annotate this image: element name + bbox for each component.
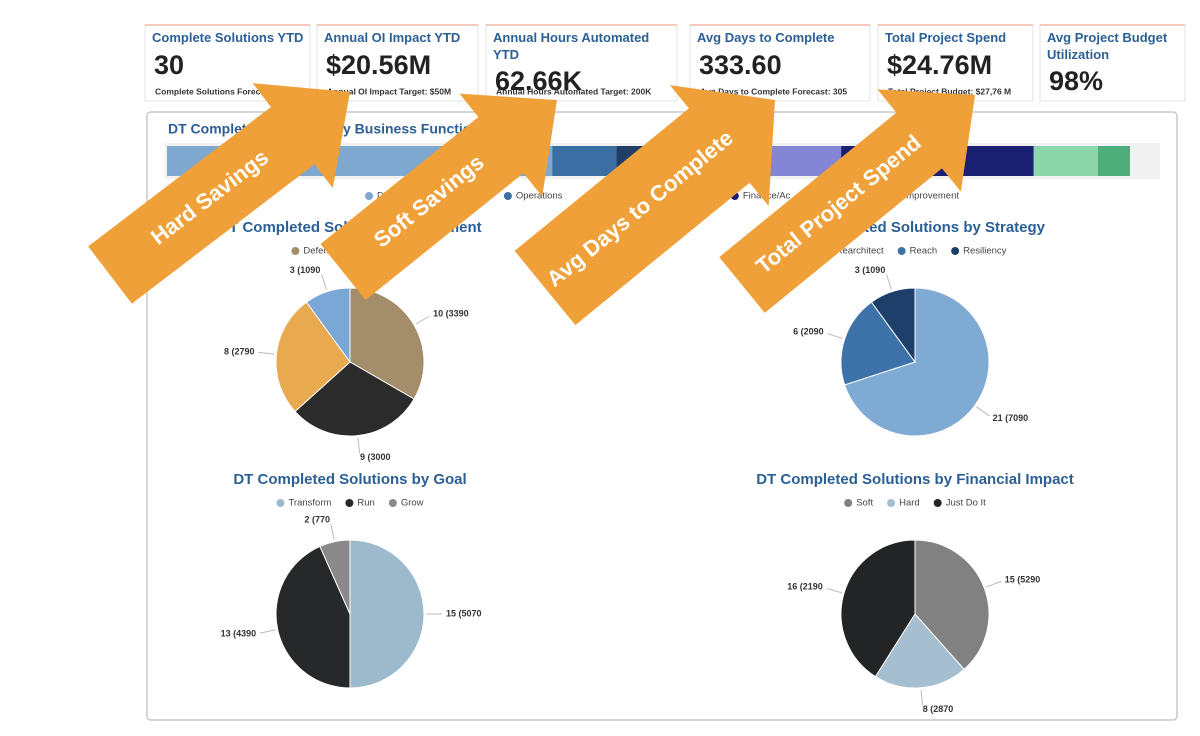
kpi-title: Avg Days to Complete [697, 30, 835, 45]
legend-swatch [951, 247, 960, 255]
value-label: 2 (770 [305, 514, 331, 524]
kpi-title: Annual OI Impact YTD [324, 30, 460, 45]
kpi-value: 98% [1049, 66, 1103, 96]
legend-swatch [365, 192, 374, 200]
kpi-value: 62.66K [495, 66, 583, 96]
legend-swatch [276, 499, 285, 507]
value-label: 15 (5070 [446, 608, 482, 618]
arrow-shape [320, 93, 558, 301]
kpi-card [1039, 24, 1186, 102]
legend-label: Hard [899, 498, 920, 509]
legend-label: Quality & Improvement [862, 191, 959, 202]
pie-slice [914, 539, 990, 671]
legend-label: Defense [303, 246, 338, 257]
value-label: 8 (2790 [224, 346, 255, 356]
legend-swatch [933, 499, 942, 507]
kpi-title: Annual Hours Automated YTD [493, 30, 649, 62]
arrow-shape [514, 85, 776, 326]
kpi-title: Total Project Spend [885, 30, 1006, 45]
value-label: 3 (1090 [290, 265, 321, 275]
kpi-value: 333.60 [699, 50, 782, 80]
kpi-card [316, 24, 479, 102]
bar-segment [1033, 146, 1098, 176]
value-label: 3 (1090 [855, 265, 886, 275]
pie-slice [275, 301, 351, 413]
value-label: 16 (2190 [787, 582, 823, 592]
bar-segment [1097, 146, 1130, 176]
leader-line [985, 580, 1002, 588]
legend: Rearchitect Reach Resiliency [823, 246, 1007, 257]
legend-label: Soft [856, 498, 873, 509]
kpi-note: Complete Solutions Forecast: 80 [155, 86, 288, 96]
legend-label: Rearchitect [836, 246, 884, 257]
kpi-title: Avg Project Budget Utilization [1047, 30, 1168, 62]
leader-line [357, 437, 361, 454]
kpi-value: 30 [154, 50, 184, 80]
arrow-shape [719, 89, 976, 313]
legend-swatch [388, 499, 397, 507]
kpi-card [877, 24, 1034, 102]
arrow-shape [88, 83, 351, 304]
legend-swatch [503, 192, 512, 200]
legend-label: Grow [401, 498, 424, 509]
leader-line [826, 587, 843, 594]
value-label: 15 (5290 [1005, 574, 1041, 584]
value-label: 8 (2870 [923, 704, 954, 714]
legend-label: Transform [288, 498, 331, 509]
pie-slice [840, 539, 916, 678]
kpi-value: $24.76M [887, 50, 992, 80]
kpi-note: Annual Hours Automated Target: 200K [496, 86, 652, 96]
value-label: 9 (3000 [360, 452, 391, 462]
legend-label: Reach [910, 246, 937, 257]
pie-slice [349, 539, 425, 689]
legend-swatch [291, 247, 300, 255]
chart-title: DT Completed Solutions by Financial Impa… [756, 471, 1074, 488]
legend-label: Run [357, 498, 374, 509]
value-label: 21 (7090 [993, 413, 1029, 423]
legend-swatch [844, 499, 853, 507]
leader-line [886, 274, 892, 290]
leader-line [321, 274, 327, 290]
legend-swatch [345, 499, 354, 507]
legend-label: Resiliency [963, 246, 1007, 257]
legend-label: Operations [516, 191, 563, 202]
kpi-card [689, 24, 871, 102]
kpi-value: $20.56M [326, 50, 431, 80]
pie-slice [870, 287, 916, 364]
leader-line [976, 406, 990, 417]
leader-line [415, 315, 430, 325]
kpi-card [485, 24, 678, 102]
kpi-note: Total Project Budget: $27,76 M [888, 86, 1011, 96]
pie-slice [874, 613, 965, 689]
pie-slice [294, 361, 415, 437]
leader-line [259, 629, 276, 634]
pie-slice [305, 287, 351, 364]
pie-slice [319, 539, 351, 615]
legend: Soft Hard Just Do It [844, 498, 986, 509]
chart-title: DT Completed Solutions by Goal [233, 471, 466, 488]
pie-slice [840, 301, 916, 386]
value-label: 10 (3390 [433, 308, 469, 318]
leader-line [920, 689, 923, 706]
bar-segment [552, 146, 617, 176]
value-label: 6 (2090 [793, 327, 824, 337]
legend: Transform Run Grow [276, 498, 424, 509]
pie-slice [843, 287, 990, 437]
kpi-note: Avg Days to Complete Forecast: 305 [700, 86, 847, 96]
kpi-note: Annual OI Impact Target: $50M [327, 86, 451, 96]
legend-label: Just Do It [946, 498, 986, 509]
value-label: 13 (4390 [221, 628, 257, 638]
leader-line [258, 351, 275, 355]
pie-slice [275, 545, 351, 689]
kpi-title: Complete Solutions YTD [152, 30, 303, 45]
legend-swatch [897, 247, 906, 255]
leader-line [330, 523, 335, 540]
leader-line [827, 333, 843, 339]
legend-swatch [887, 499, 896, 507]
